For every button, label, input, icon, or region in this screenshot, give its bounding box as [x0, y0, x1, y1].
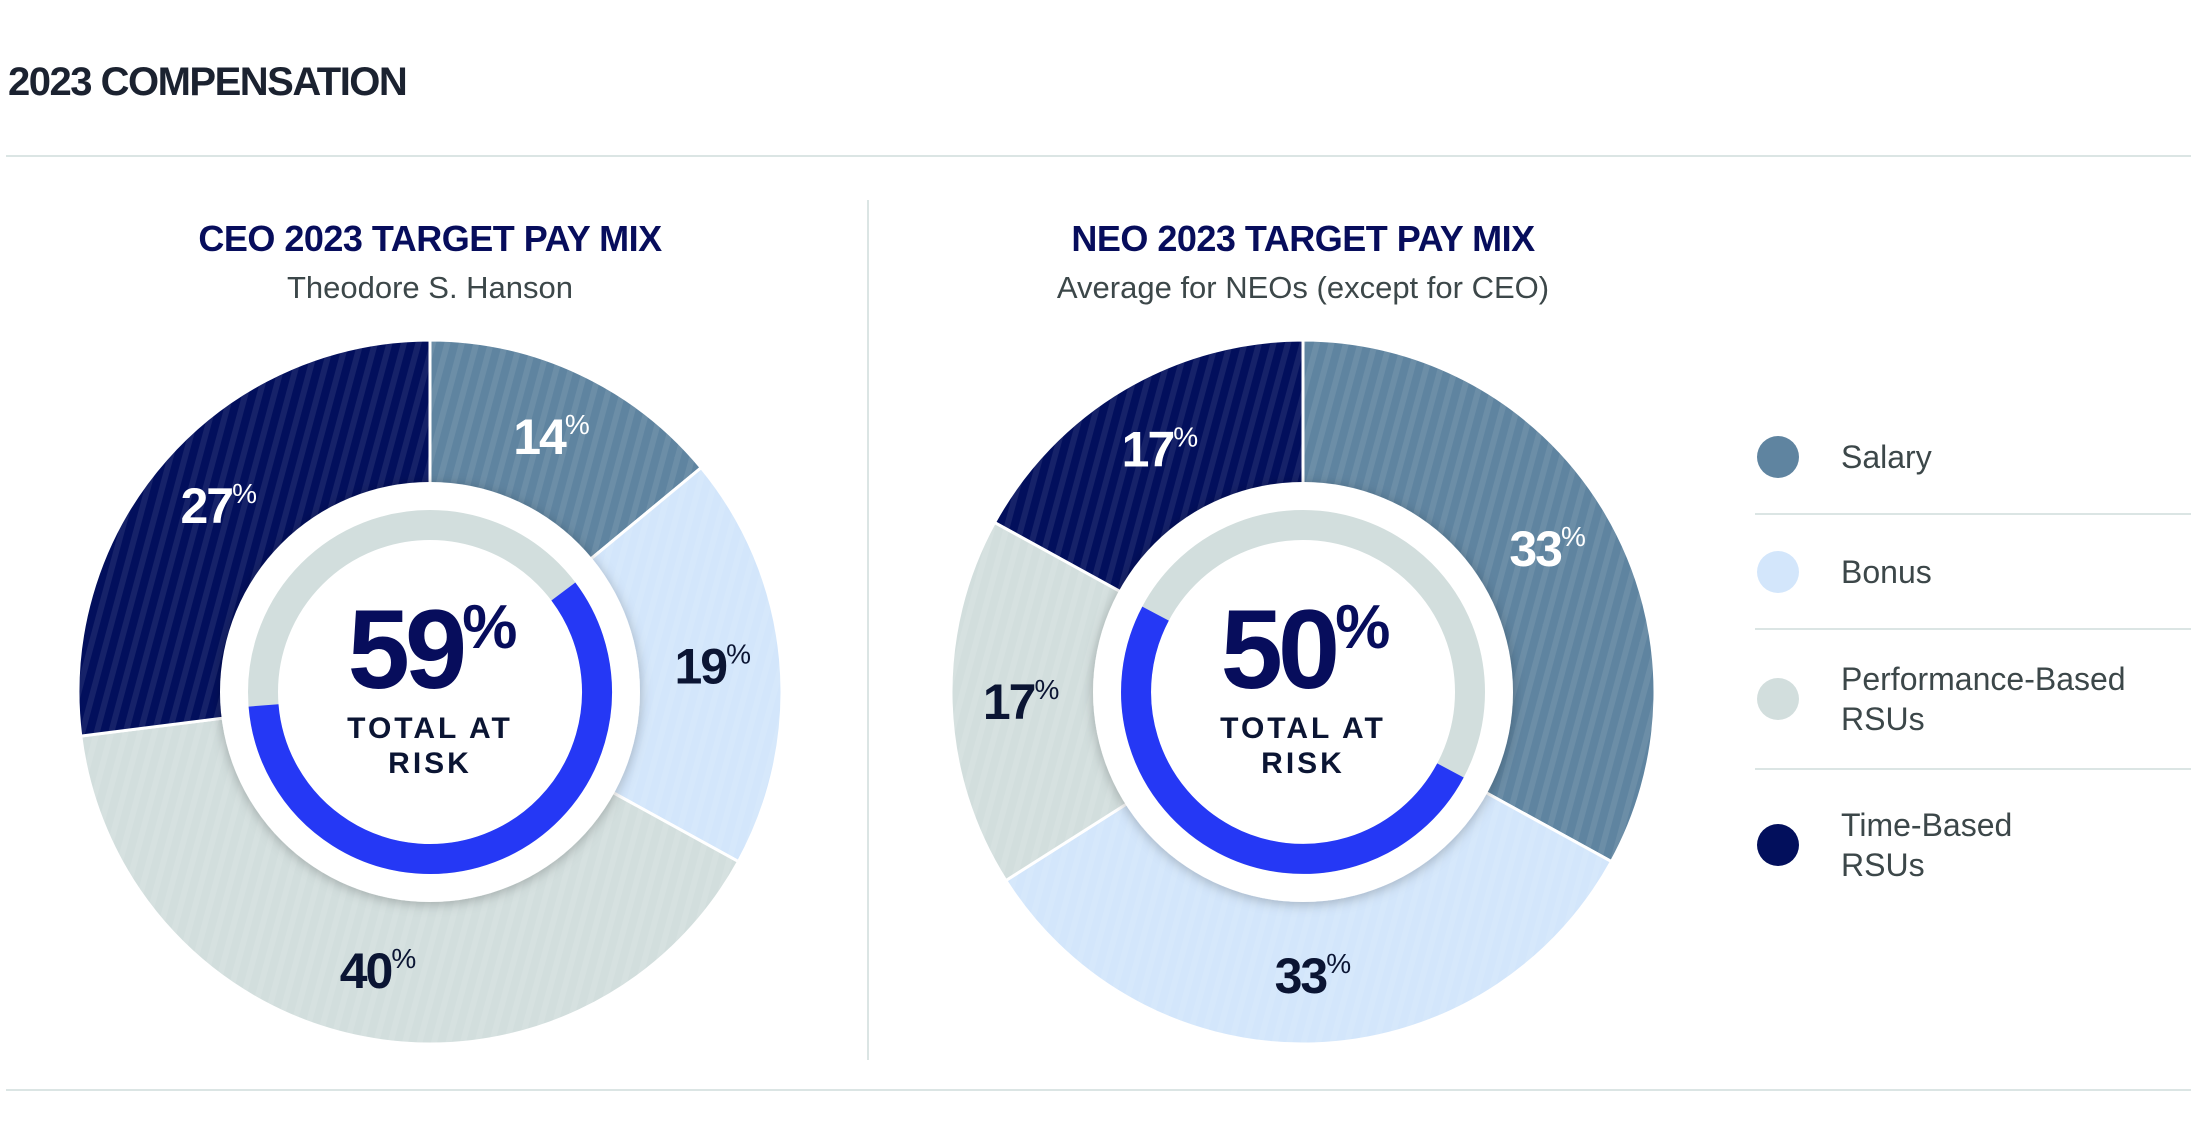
header-divider: [6, 155, 2191, 157]
legend-label: Salary: [1841, 438, 1932, 475]
slice-label-bonus: 19%: [674, 638, 750, 694]
ceo-chart-subtitle: Theodore S. Hanson: [286, 270, 574, 305]
neo-chart-subtitle: Average for NEOs (except for CEO): [1056, 270, 1550, 305]
legend-item-bonus: Bonus: [1755, 515, 2191, 630]
center-label: RISK: [388, 747, 472, 780]
center-disc: [220, 482, 640, 902]
legend-swatch-performance-rsus: [1757, 678, 1799, 720]
slice-label-time-based-rsus: 27%: [180, 478, 256, 534]
ceo-chart-title: CEO 2023 TARGET PAY MIX: [198, 218, 662, 259]
legend-label: Time-Based RSUs: [1841, 807, 2013, 883]
legend-label: Performance-Based RSUs: [1841, 661, 2126, 737]
page-title: 2023 COMPENSATION: [8, 60, 408, 104]
slice-label-salary: 33%: [1509, 521, 1585, 577]
at-risk-arc: [1121, 606, 1464, 874]
legend-item-salary: Salary: [1755, 400, 2191, 515]
slice-label-salary: 14%: [513, 409, 589, 465]
center-value: 50%: [1221, 587, 1390, 712]
legend: Salary Bonus Performance-Based RSUs Time…: [1755, 400, 2191, 920]
neo-chart-title: NEO 2023 TARGET PAY MIX: [1071, 218, 1535, 259]
center-value: 59%: [348, 587, 517, 712]
slice-label-time-based-rsus: 17%: [1122, 421, 1198, 477]
legend-swatch-salary: [1757, 435, 1799, 478]
legend-swatch-time-rsus: [1757, 824, 1799, 866]
legend-item-performance-rsus: Performance-Based RSUs: [1755, 630, 2191, 770]
donut-charts: 14%19%40%27%59%TOTAL ATRISK33%33%17%17%5…: [76, 338, 1657, 1046]
slice-label-bonus: 33%: [1275, 948, 1351, 1004]
legend-label: Bonus: [1841, 553, 1932, 590]
chart-divider: [867, 200, 869, 1060]
center-label: TOTAL AT: [347, 712, 513, 745]
slice-label-performance-based-rsus: 40%: [340, 943, 416, 999]
footer-divider: [6, 1089, 2191, 1091]
center-disc: [1093, 482, 1513, 902]
center-label: RISK: [1261, 747, 1345, 780]
at-risk-arc: [248, 582, 612, 874]
legend-swatch-bonus: [1757, 550, 1799, 593]
center-label: TOTAL AT: [1220, 712, 1386, 745]
legend-item-time-rsus: Time-Based RSUs: [1755, 770, 2191, 920]
slice-label-performance-based-rsus: 17%: [983, 674, 1059, 730]
